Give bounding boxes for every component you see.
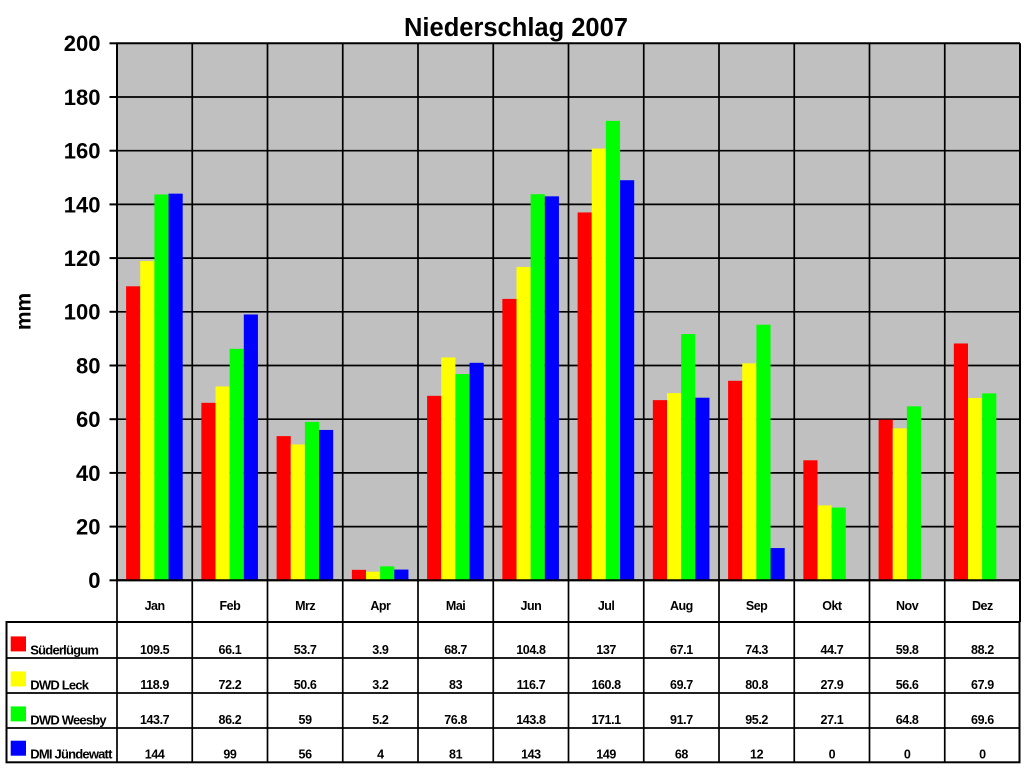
svg-text:68.7: 68.7 [444, 643, 467, 657]
svg-text:80.8: 80.8 [745, 678, 768, 692]
svg-text:99: 99 [223, 747, 237, 761]
svg-text:149: 149 [596, 747, 616, 761]
svg-text:116.7: 116.7 [517, 678, 546, 692]
svg-text:56.6: 56.6 [896, 678, 919, 692]
svg-text:160.8: 160.8 [591, 678, 621, 692]
svg-text:137: 137 [596, 643, 616, 657]
svg-text:144: 144 [145, 747, 165, 761]
svg-text:72.2: 72.2 [219, 678, 242, 692]
svg-text:20: 20 [76, 515, 100, 540]
svg-text:66.1: 66.1 [219, 643, 242, 657]
svg-text:104.8: 104.8 [516, 643, 546, 657]
svg-text:143: 143 [521, 747, 541, 761]
svg-text:DWD Leck: DWD Leck [30, 677, 89, 692]
svg-text:74.3: 74.3 [745, 643, 768, 657]
svg-text:59: 59 [299, 713, 313, 727]
svg-text:44.7: 44.7 [821, 643, 844, 657]
svg-text:5.2: 5.2 [372, 713, 389, 727]
svg-text:120: 120 [64, 246, 101, 271]
svg-text:12: 12 [750, 747, 764, 761]
svg-text:Jul: Jul [598, 599, 615, 613]
svg-text:0: 0 [979, 747, 986, 761]
svg-text:160: 160 [64, 139, 101, 164]
svg-text:68: 68 [675, 747, 689, 761]
svg-text:27.9: 27.9 [821, 678, 844, 692]
svg-text:64.8: 64.8 [896, 713, 919, 727]
svg-text:86.2: 86.2 [219, 713, 242, 727]
svg-text:67.9: 67.9 [971, 678, 994, 692]
svg-text:67.1: 67.1 [670, 643, 693, 657]
svg-text:91.7: 91.7 [670, 713, 693, 727]
svg-text:Apr: Apr [370, 599, 391, 613]
svg-text:0: 0 [904, 747, 911, 761]
svg-text:0: 0 [829, 747, 836, 761]
svg-text:53.7: 53.7 [294, 643, 317, 657]
svg-text:Nov: Nov [896, 599, 919, 613]
svg-text:109.5: 109.5 [140, 643, 170, 657]
svg-text:171.1: 171.1 [591, 713, 621, 727]
svg-text:Jun: Jun [521, 599, 542, 613]
svg-text:4: 4 [377, 747, 384, 761]
svg-text:118.9: 118.9 [140, 678, 169, 692]
svg-text:DWD Weesby: DWD Weesby [30, 712, 107, 727]
svg-text:3.2: 3.2 [372, 678, 389, 692]
svg-text:Niederschlag 2007: Niederschlag 2007 [404, 14, 628, 42]
svg-text:Sep: Sep [746, 599, 768, 613]
svg-text:Mai: Mai [446, 599, 465, 613]
svg-text:3.9: 3.9 [372, 643, 389, 657]
svg-text:95.2: 95.2 [745, 713, 768, 727]
svg-text:76.8: 76.8 [444, 713, 467, 727]
svg-text:Dez: Dez [972, 599, 993, 613]
svg-text:27.1: 27.1 [821, 713, 844, 727]
svg-text:50.6: 50.6 [294, 678, 317, 692]
svg-text:88.2: 88.2 [971, 643, 994, 657]
svg-text:56: 56 [299, 747, 313, 761]
svg-text:60: 60 [76, 407, 100, 432]
svg-text:100: 100 [64, 300, 101, 325]
svg-text:DMI Jündewatt: DMI Jündewatt [30, 747, 113, 762]
svg-text:59.8: 59.8 [896, 643, 919, 657]
svg-text:Okt: Okt [822, 599, 843, 613]
svg-text:Süderlügum: Süderlügum [30, 642, 98, 657]
svg-text:40: 40 [76, 461, 100, 486]
svg-text:0: 0 [88, 568, 100, 593]
svg-text:83: 83 [449, 678, 463, 692]
svg-text:140: 140 [64, 192, 101, 217]
svg-text:143.7: 143.7 [140, 713, 170, 727]
svg-text:mm: mm [13, 293, 36, 330]
svg-text:200: 200 [64, 31, 101, 56]
svg-text:69.6: 69.6 [971, 713, 994, 727]
svg-text:Jan: Jan [145, 599, 165, 613]
svg-text:Mrz: Mrz [295, 599, 315, 613]
svg-text:Feb: Feb [220, 599, 242, 613]
svg-text:143.8: 143.8 [516, 713, 546, 727]
svg-text:81: 81 [449, 747, 463, 761]
svg-text:180: 180 [64, 85, 101, 110]
svg-text:Aug: Aug [670, 599, 693, 613]
svg-text:69.7: 69.7 [670, 678, 693, 692]
svg-text:80: 80 [76, 353, 100, 378]
